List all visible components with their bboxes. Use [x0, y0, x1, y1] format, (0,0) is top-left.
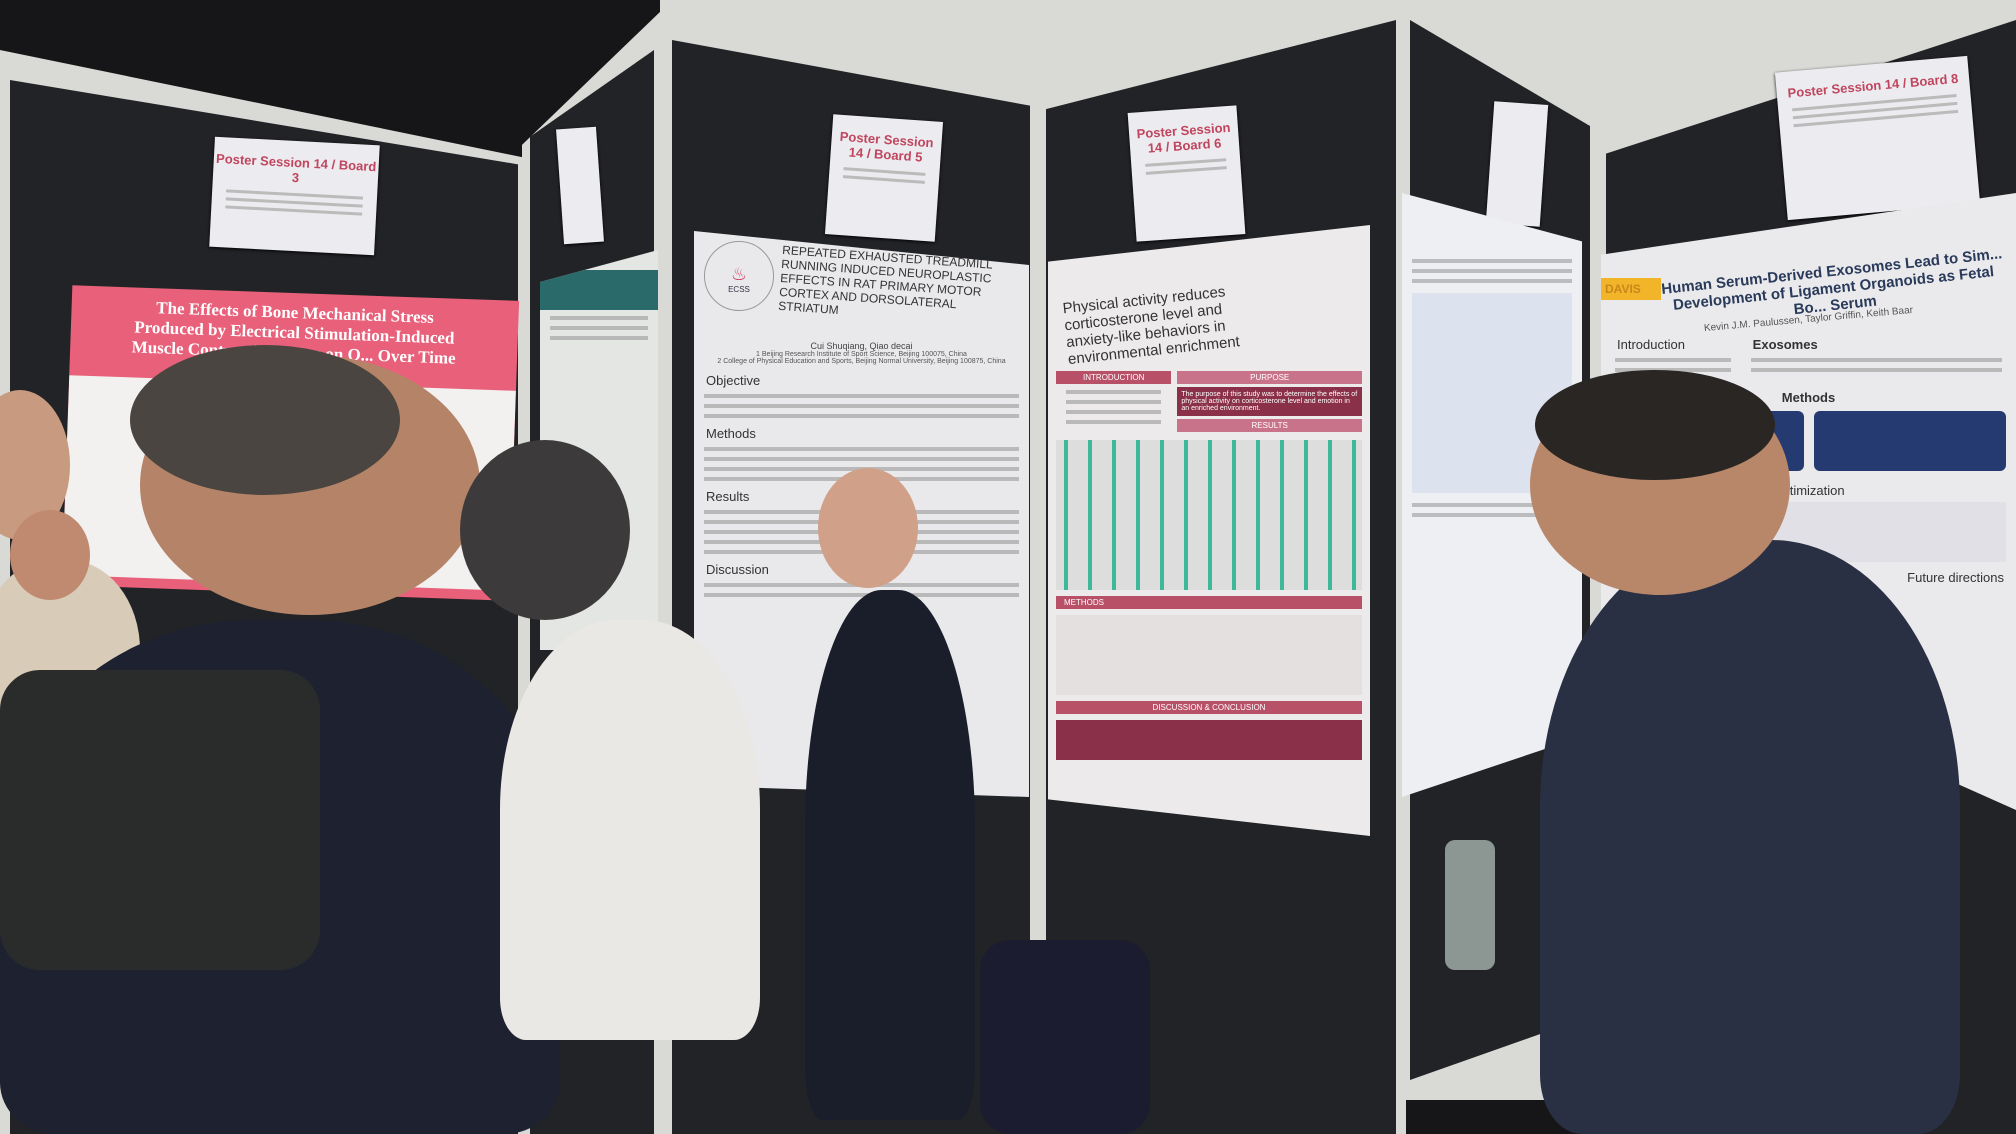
sign-text: Poster Session 14 / Board 3 — [215, 150, 377, 186]
poster-section: Discussion — [706, 562, 769, 577]
session-sign-board-6: Poster Session 14 / Board 6 — [1127, 105, 1246, 242]
poster-section: Methods — [1781, 390, 1836, 405]
poster-corticosterone: Physical activity reduces corticosterone… — [1048, 225, 1370, 836]
bag-on-floor — [980, 940, 1150, 1134]
session-sign-board-5: Poster Session 14 / Board 5 — [824, 114, 944, 242]
poster-authors: Cui Shuqiang, Qiao decai — [810, 341, 913, 351]
uc-davis-logo: DAVIS — [1601, 277, 1661, 300]
poster-section: Introduction — [1617, 337, 1685, 352]
backpack — [0, 670, 320, 970]
person-white-shirt — [500, 620, 760, 1040]
poster-section: Results — [706, 489, 750, 504]
ecss-flame-icon: ♨ — [730, 264, 748, 284]
poster-section: Objective — [706, 373, 761, 388]
poster-section: Methods — [706, 426, 756, 441]
person-child-head — [10, 510, 90, 600]
water-bottle — [1445, 840, 1495, 970]
poster-section: DISCUSSION & CONCLUSION — [1056, 701, 1362, 714]
poster-section: METHODS — [1056, 596, 1362, 609]
sign-text: Poster Session 14 / Board 6 — [1136, 119, 1231, 156]
presenter-woman — [805, 590, 975, 1120]
presenter-woman-head — [818, 468, 918, 588]
poster-section: INTRODUCTION — [1056, 371, 1172, 384]
session-sign-small — [1485, 101, 1549, 227]
poster-affiliation: 1 Beijing Research Institute of Sport Sc… — [756, 351, 967, 358]
session-sign-narrow — [556, 126, 604, 245]
person-patterned-shirt — [1540, 540, 1960, 1134]
poster-section: RESULTS — [1177, 419, 1362, 432]
person-patterned-shirt-hair — [1535, 370, 1775, 480]
poster-section: Future directions — [1907, 570, 2004, 585]
poster-section: PURPOSE — [1177, 371, 1362, 384]
poster-purpose: The purpose of this study was to determi… — [1177, 387, 1362, 416]
person-white-shirt-head — [460, 440, 630, 620]
sign-text: Poster Session 14 / Board 5 — [839, 128, 935, 165]
person-grey-jacket-hair — [130, 345, 400, 495]
poster-section: Exosomes — [1752, 337, 1818, 352]
session-sign-board-8: Poster Session 14 / Board 8 — [1774, 55, 1981, 221]
poster-section: Optimization — [1772, 483, 1845, 498]
poster-affiliation: 2 College of Physical Education and Spor… — [717, 358, 1006, 365]
ecss-logo: ♨ ECSS — [704, 241, 774, 311]
session-sign-board-3: Poster Session 14 / Board 3 — [209, 136, 380, 256]
